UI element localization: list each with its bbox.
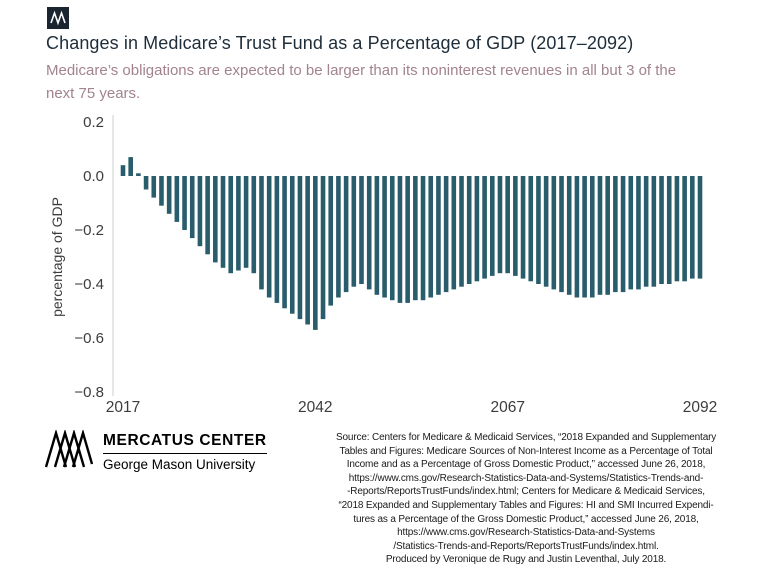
source-line: Tables and Figures: Medicare Sources of … — [339, 445, 713, 457]
svg-text:2042: 2042 — [298, 399, 332, 416]
source-line: /Statistics-Trends-and-Reports/ReportsTr… — [393, 540, 659, 552]
source-line: https://www.cms.gov/Research-Statistics-… — [348, 472, 704, 484]
source-line: Produced by Veronique de Rugy and Justin… — [385, 554, 667, 566]
mercatus-mark-icon — [47, 7, 69, 29]
mercatus-logo: MERCATUS CENTER George Mason University — [44, 428, 267, 473]
svg-text:−0.6: −0.6 — [74, 330, 104, 347]
svg-text:0.0: 0.0 — [83, 168, 104, 185]
mercatus-logo-university: George Mason University — [103, 456, 256, 472]
mercatus-logo-icon — [44, 428, 94, 473]
source-line: https://www.cms.gov/Research-Statistics-… — [397, 527, 655, 539]
svg-text:−0.8: −0.8 — [74, 384, 104, 401]
svg-text:0.2: 0.2 — [83, 114, 104, 131]
svg-text:2017: 2017 — [106, 399, 140, 416]
source-note: Source: Centers for Medicare & Medicaid … — [336, 431, 716, 567]
source-line: tures as a Percentage of the Gross Domes… — [353, 513, 699, 525]
svg-text:−0.4: −0.4 — [74, 276, 104, 293]
mercatus-logo-name: MERCATUS CENTER — [103, 432, 267, 454]
svg-text:2067: 2067 — [490, 399, 524, 416]
source-line: -Reports/ReportsTrustFunds/index.html; C… — [347, 486, 705, 498]
svg-text:2092: 2092 — [683, 399, 717, 416]
chart-subtitle: Medicare’s obligations are expected to b… — [46, 62, 677, 102]
source-line: Source: Centers for Medicare & Medicaid … — [336, 432, 717, 443]
svg-text:−0.2: −0.2 — [74, 222, 104, 239]
source-line: Income and as a Percentage of Gross Dome… — [346, 459, 706, 471]
chart-title: Changes in Medicare’s Trust Fund as a Pe… — [46, 33, 634, 53]
source-line: “2018 Expanded and Supplementary Tables … — [338, 499, 714, 511]
